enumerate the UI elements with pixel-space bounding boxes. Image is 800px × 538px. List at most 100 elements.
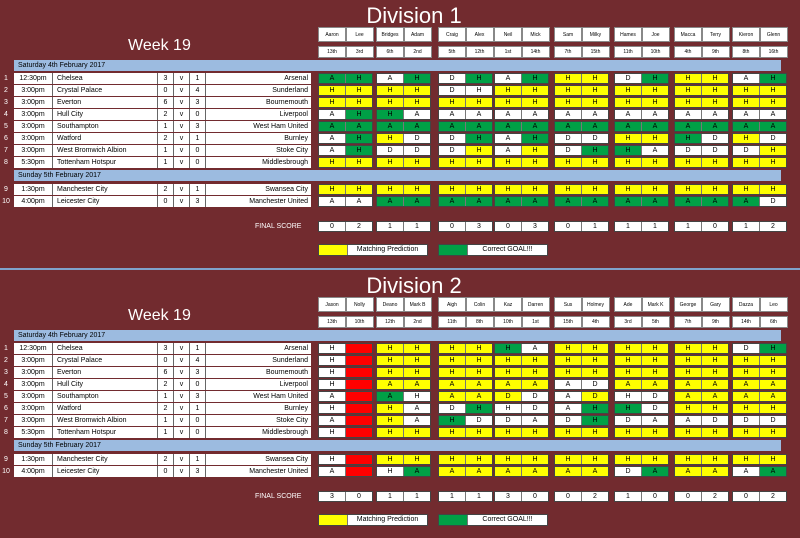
prediction-cell: H	[465, 428, 492, 437]
player-name: Kieron	[732, 27, 760, 42]
away-score: 1	[189, 454, 205, 465]
row-number: 8	[4, 159, 8, 166]
prediction-cell: H	[615, 368, 641, 377]
kickoff-time: 3:00pm	[21, 123, 45, 130]
home-score: 1	[157, 391, 173, 402]
away-score: 3	[189, 391, 205, 402]
prediction-cell: A	[439, 392, 465, 401]
home-score: 3	[157, 73, 173, 84]
prediction-cell: H	[641, 428, 668, 437]
final-score-cell: 3	[465, 222, 492, 231]
player-name: Holmey	[581, 297, 610, 312]
fixture-row: 5:30pm Tottenham Hotspur 1 v 0 Middlesbrough	[14, 157, 311, 168]
prediction-cell: A	[759, 110, 786, 119]
prediction-cell: A	[733, 197, 759, 206]
row-number: 7	[4, 147, 8, 154]
fixture-row: 3:00pm Everton 6 v 3 Bournemouth	[14, 367, 311, 378]
prediction-cell: H	[675, 98, 701, 107]
prediction-cell: H	[641, 368, 668, 377]
prediction-cell: A	[465, 197, 492, 206]
prediction-cell: H	[555, 428, 581, 437]
player-name: Sus	[554, 297, 582, 312]
versus: v	[173, 121, 189, 132]
prediction-cell: H	[521, 368, 548, 377]
player-name: Mark B	[403, 297, 432, 312]
prediction-cell: H	[581, 158, 608, 167]
prediction-cell: D	[449, 405, 455, 412]
prediction-cell: H	[439, 416, 465, 425]
row-number: 2	[4, 357, 8, 364]
prediction-cell: H	[495, 98, 521, 107]
prediction-cell: H	[759, 455, 786, 464]
versus: v	[173, 145, 189, 156]
prediction-cell: H	[495, 185, 521, 194]
player-name: Gary	[701, 297, 730, 312]
prediction-cell: H	[403, 344, 430, 353]
final-score-cell: 2	[759, 492, 786, 501]
legend-correct: Correct GOAL!!!	[438, 244, 548, 256]
prediction-cell: A	[449, 111, 455, 118]
prediction-cell: D	[701, 146, 728, 155]
date-header-sunday: Sunday 5th February 2017	[14, 170, 781, 181]
division-title: Division 1	[366, 3, 462, 28]
prediction-cell: A	[641, 416, 668, 425]
player-rank: 3rd	[614, 316, 642, 328]
prediction-cell: A	[505, 147, 511, 154]
player-name: Glenn	[759, 27, 788, 42]
row-number: 9	[4, 186, 8, 193]
final-score-cell: 0	[521, 492, 548, 501]
legend-matching-text: Matching Prediction	[347, 245, 427, 255]
home-team: Everton	[52, 367, 157, 378]
prediction-cell: H	[495, 356, 521, 365]
prediction-cell: H	[675, 86, 701, 95]
prediction-cell: H	[733, 356, 759, 365]
prediction-cell: H	[403, 455, 430, 464]
player-name: Colin	[465, 297, 494, 312]
prediction-cell: H	[377, 404, 403, 413]
kickoff-time: 3:00pm	[21, 87, 45, 94]
prediction-pair: H	[318, 454, 373, 465]
prediction-cell: A	[615, 197, 641, 206]
prediction-cell: H	[581, 86, 608, 95]
row-number: 5	[4, 123, 8, 130]
legend-correct: Correct GOAL!!!	[438, 514, 548, 526]
prediction-cell: H	[733, 368, 759, 377]
prediction-cell: H	[319, 86, 345, 95]
prediction-cell: H	[521, 146, 548, 155]
prediction-cell: H	[759, 146, 786, 155]
prediction-cell	[345, 368, 372, 377]
prediction-cell: H	[675, 344, 701, 353]
prediction-cell: A	[733, 122, 759, 131]
final-score-cell: 1	[465, 492, 492, 501]
away-team: Bournemouth	[205, 97, 311, 108]
prediction-cell: H	[675, 134, 701, 143]
versus: v	[173, 97, 189, 108]
final-score-cell: 0	[566, 493, 570, 500]
prediction-cell	[345, 344, 372, 353]
prediction-cell: H	[581, 455, 608, 464]
home-score: 0	[157, 466, 173, 477]
prediction-cell: H	[581, 146, 608, 155]
prediction-cell: D	[759, 197, 786, 206]
prediction-cell: H	[495, 428, 521, 437]
prediction-cell: A	[565, 393, 571, 400]
